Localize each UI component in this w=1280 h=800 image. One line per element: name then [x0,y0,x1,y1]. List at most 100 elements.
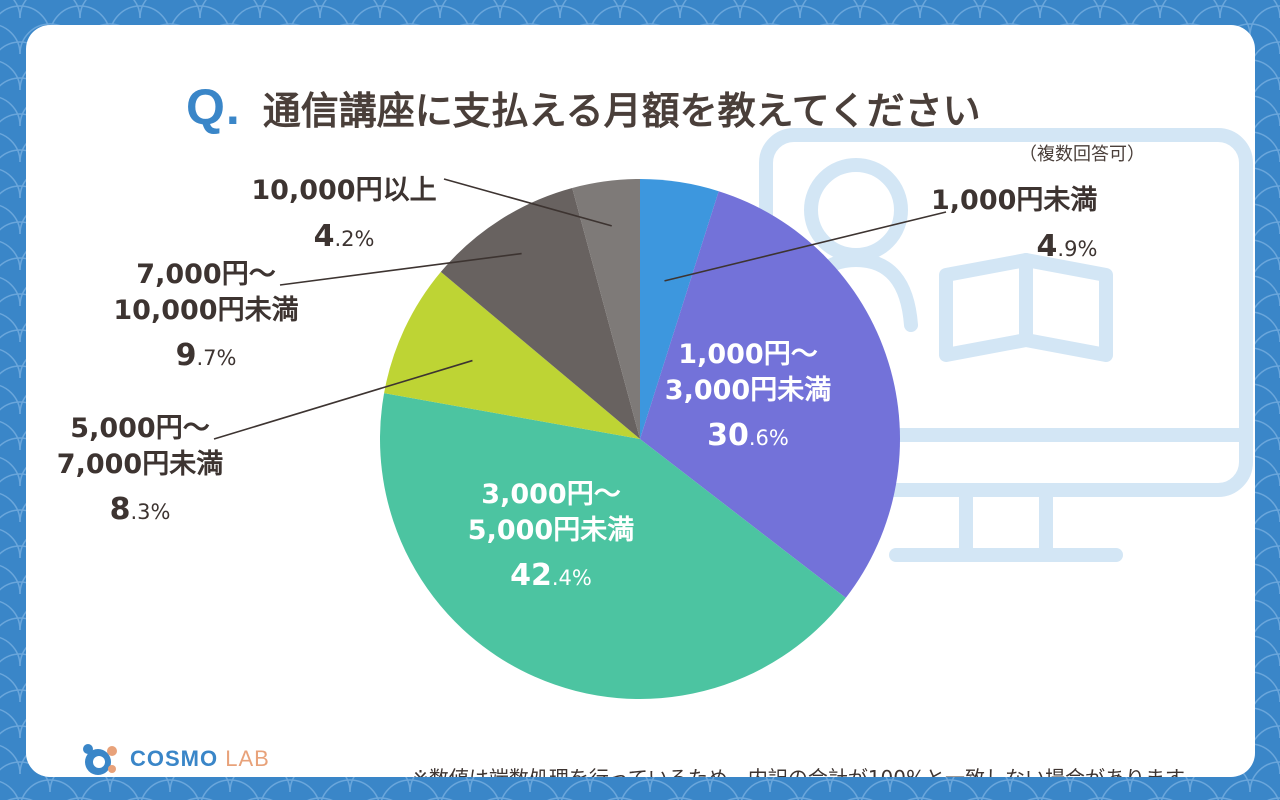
card-panel: Q. 通信講座に支払える月額を教えてください （複数回答可） 1,000円未満 4… [26,25,1255,777]
wave-pattern-arc [499,0,561,19]
wave-pattern-arc [0,204,21,235]
logo-main-text: COSMO [130,746,219,771]
wave-pattern-arc [619,0,681,19]
title-row: Q. 通信講座に支払える月額を教えてください [186,77,981,137]
leader-line-5 [279,252,522,286]
wave-pattern-arc [559,0,621,19]
slice-percent-decimal: .6% [748,426,789,451]
wave-pattern-arc [0,312,21,343]
wave-pattern-arc [0,636,21,667]
slice-percent-decimal: .9% [1057,236,1098,261]
slice-percent-decimal: .2% [334,226,375,251]
wave-pattern-arc [0,60,21,91]
wave-pattern-arc [979,0,1041,19]
logo-sub-text: LAB [225,746,270,771]
question-mark-label: Q. [186,79,241,135]
slice-label-name: 10,000円未満 [113,294,299,326]
wave-pattern-arc [859,0,921,19]
slice-percent-integer: 42 [510,558,552,594]
wave-pattern-arc [799,0,861,19]
wave-pattern-arc [967,797,993,800]
multiple-answer-note: （複数回答可） [1019,144,1145,165]
wave-pattern-arc [1027,797,1053,800]
wave-pattern-arc [259,0,321,19]
wave-pattern-arc [727,797,753,800]
wave-pattern-arc [307,797,333,800]
wave-pattern-arc [1207,797,1233,800]
slice-label-percent: 8.3% [40,490,240,530]
wave-pattern-arc [0,528,21,559]
slice-label-6: 10,000円以上 4.2% [244,173,444,256]
wave-pattern-arc [667,797,693,800]
slice-label-name: 1,000円未満 [931,185,1098,216]
wave-pattern-arc [607,797,633,800]
slice-label-name: 10,000円以上 [251,175,437,206]
slice-percent-decimal: .3% [130,500,171,525]
wave-pattern-arc [127,797,153,800]
wave-pattern-arc [679,0,741,19]
wave-pattern-arc [0,744,21,775]
slice-label-name: 1,000円〜 [678,339,818,370]
wave-pattern-arc [139,0,201,19]
slice-label-name: 5,000円未満 [467,514,635,546]
pie-slice-4 [384,271,640,439]
wave-pattern-arc [0,348,21,379]
leader-line-6 [443,178,612,227]
wave-pattern-arc [0,780,20,800]
slice-percent-integer: 9 [175,338,197,374]
wave-pattern-arc [367,797,393,800]
slice-label-1: 1,000円未満 4.9% [931,183,1097,266]
wave-pattern-arc [67,797,93,800]
slice-label-4: 5,000円〜 7,000円未満 8.3% [40,411,240,530]
wave-pattern-arc [1219,0,1280,19]
pie-slice-1 [640,179,719,439]
wave-pattern-arc [427,797,453,800]
wave-pattern-arc [187,797,213,800]
logo-text: COSMO LAB [130,746,270,772]
pie-slice-2 [640,191,900,598]
wave-pattern-arc [0,420,21,451]
slice-percent-integer: 30 [707,418,749,454]
slice-label-percent: 4.2% [244,217,444,257]
slice-label-2: 1,000円〜 3,000円未満 30.6% [648,337,848,456]
slice-label-percent: 4.9% [931,227,1098,267]
leader-line-1 [664,211,947,282]
wave-pattern-arc [547,797,573,800]
wave-pattern-arc [0,96,21,127]
wave-pattern-arc [79,0,141,19]
slice-label-name: 3,000円〜 [481,479,621,510]
wave-pattern-arc [319,0,381,19]
slice-percent-integer: 4 [313,218,335,254]
slice-percent-integer: 8 [109,492,131,528]
wave-pattern-arc [0,672,21,703]
wave-pattern-arc [1159,0,1221,19]
wave-pattern-arc [787,797,813,800]
wave-pattern-arc [0,132,21,163]
wave-pattern-arc [199,0,261,19]
cosmo-lab-logo: COSMO LAB [78,741,270,777]
wave-pattern-arc [379,0,441,19]
wave-pattern-arc [1039,0,1101,19]
wave-pattern-arc [0,384,21,415]
slice-label-name: 3,000円未満 [664,374,832,406]
wave-pattern-arc [1147,797,1173,800]
wave-pattern-arc [0,600,21,631]
pie-slice-3 [380,393,846,699]
wave-pattern-arc [1099,0,1161,19]
wave-pattern-arc [19,0,81,19]
wave-pattern-arc [12,0,21,19]
wave-pattern-arc [247,797,273,800]
slice-label-5: 7,000円〜 10,000円未満 9.7% [106,257,306,376]
wave-pattern-arc [0,564,21,595]
slice-label-3: 3,000円〜 5,000円未満 42.4% [446,477,656,596]
wave-pattern-arc [847,797,873,800]
wave-pattern-arc [907,797,933,800]
wave-pattern-arc [0,276,21,307]
slice-label-name: 7,000円〜 [136,259,276,290]
slice-percent-decimal: .7% [196,346,237,371]
wave-pattern-arc [7,797,33,800]
slice-label-name: 7,000円未満 [56,448,224,480]
slice-label-percent: 42.4% [446,556,656,596]
wave-pattern-arc [739,0,801,19]
pie-slice-5 [440,187,640,439]
